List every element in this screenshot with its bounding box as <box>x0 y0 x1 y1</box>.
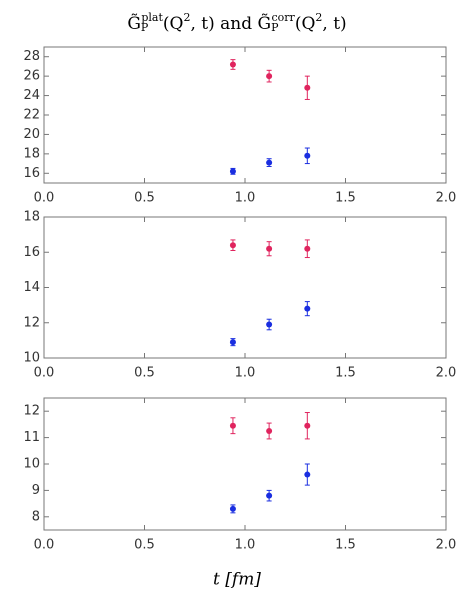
y-tick-label: 26 <box>23 69 40 84</box>
point <box>229 422 236 429</box>
y-tick-label: 11 <box>23 430 40 445</box>
point <box>304 152 311 159</box>
x-tick-label: 0.5 <box>134 538 155 553</box>
y-tick-label: 16 <box>23 166 40 181</box>
x-tick-label: 1.5 <box>335 538 356 553</box>
y-tick-label: 12 <box>23 315 40 330</box>
point <box>304 422 311 429</box>
point <box>229 339 236 346</box>
title-part: G̃ <box>127 13 141 33</box>
point <box>266 428 273 434</box>
point <box>229 505 236 512</box>
chart-title: G̃Pplat(Q2, t) and G̃Pcorr(Q2, t) <box>127 11 346 34</box>
plot-frame <box>43 216 447 359</box>
x-tick-label: 1.5 <box>335 366 356 381</box>
x-tick-label: 1.0 <box>235 366 256 381</box>
point <box>304 471 311 478</box>
title-part: P <box>271 21 279 34</box>
y-tick-label: 22 <box>23 108 40 123</box>
plot-frame <box>43 46 447 184</box>
point <box>229 168 236 175</box>
y-tick-label: 18 <box>23 146 40 161</box>
y-tick-label: 24 <box>23 88 40 103</box>
title-part: , t) and G̃ <box>190 13 271 33</box>
title-part: 2 <box>315 11 322 24</box>
x-tick-label: 1.5 <box>335 191 356 206</box>
x-tick-label: 0.0 <box>34 191 55 206</box>
title-part: (Q <box>163 14 184 34</box>
point <box>266 159 273 166</box>
x-tick-label: 0.0 <box>34 366 55 381</box>
point <box>229 242 236 249</box>
title-part: plat <box>141 11 163 24</box>
x-tick-label: 0.0 <box>34 538 55 553</box>
x-tick-label: 2.0 <box>436 538 457 553</box>
title-part: , t) <box>322 14 346 34</box>
y-tick-label: 8 <box>32 509 40 524</box>
title-part: P <box>141 21 149 34</box>
point <box>304 245 311 252</box>
y-tick-label: 18 <box>23 210 40 225</box>
y-tick-label: 14 <box>23 280 40 295</box>
y-tick-label: 16 <box>23 245 40 260</box>
point <box>229 61 236 68</box>
plot-frame <box>43 397 447 531</box>
x-tick-label: 0.5 <box>134 366 155 381</box>
x-tick-label: 2.0 <box>436 366 457 381</box>
x-tick-label: 2.0 <box>436 191 457 206</box>
x-tick-label: 0.5 <box>134 191 155 206</box>
y-tick-label: 12 <box>23 404 40 419</box>
x-tick-label: 1.0 <box>235 538 256 553</box>
point <box>266 73 273 80</box>
title-part: 2 <box>183 11 190 24</box>
y-tick-label: 9 <box>32 483 40 498</box>
y-tick-label: 10 <box>23 457 40 472</box>
x-tick-label: 1.0 <box>235 191 256 206</box>
y-tick-label: 10 <box>23 351 40 366</box>
y-tick-label: 28 <box>23 49 40 64</box>
y-tick-label: 20 <box>23 127 40 142</box>
point <box>304 84 311 91</box>
point <box>304 305 311 312</box>
point <box>266 245 273 252</box>
x-axis-label: t [fm] <box>213 570 261 590</box>
title-part: corr <box>272 11 296 24</box>
title-part: (Q <box>295 14 316 34</box>
point <box>266 492 273 499</box>
point <box>266 321 273 328</box>
